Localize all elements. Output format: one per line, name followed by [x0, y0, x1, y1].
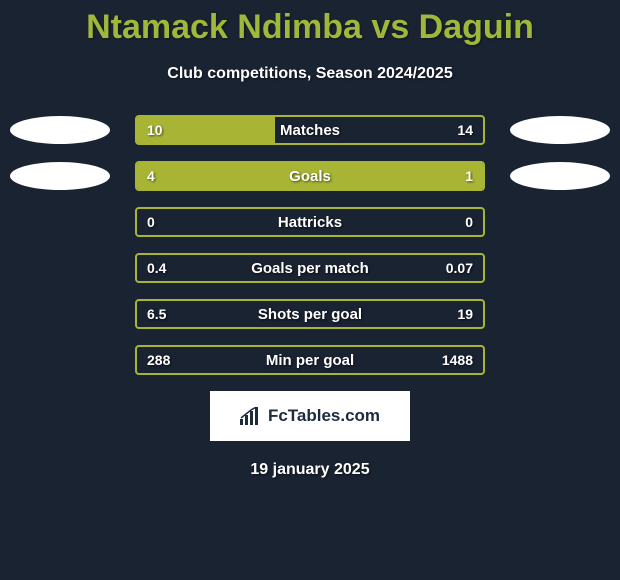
stat-value-right: 1488: [442, 347, 473, 373]
stat-value-left: 288: [147, 347, 170, 373]
stat-bar-track: 1014Matches: [135, 115, 485, 145]
comparison-subtitle: Club competitions, Season 2024/2025: [0, 65, 620, 83]
player-avatar-right: [510, 162, 610, 190]
stat-bar-right-fill: [400, 163, 483, 189]
stat-row: 6.5 19Shots per goal: [0, 299, 620, 329]
player-avatar-left: [10, 162, 110, 190]
stat-value-left: 0.4: [147, 255, 166, 281]
stat-row: 288 1488Min per goal: [0, 345, 620, 375]
stat-bar-track: 0.4 0.07Goals per match: [135, 253, 485, 283]
comparison-chart: 1014Matches 41Goals 0 0Hattricks 0.4 0.07Goal…: [0, 115, 620, 375]
stat-bar-track: 41Goals: [135, 161, 485, 191]
player-avatar-left: [10, 116, 110, 144]
stat-value-right: 14: [457, 117, 473, 143]
stat-bar-track: 6.5 19Shots per goal: [135, 299, 485, 329]
player-avatar-right: [510, 116, 610, 144]
stat-label: Shots per goal: [137, 301, 483, 327]
stat-value-right: 19: [457, 301, 473, 327]
stat-bar-left-fill: [137, 163, 400, 189]
stat-label: Hattricks: [137, 209, 483, 235]
stat-bar-track: 0 0Hattricks: [135, 207, 485, 237]
comparison-title: Ntamack Ndimba vs Daguin: [0, 0, 620, 47]
stat-row: 0 0Hattricks: [0, 207, 620, 237]
branding-badge: FcTables.com: [210, 391, 410, 441]
stat-bar-left-fill: [137, 117, 275, 143]
stat-label: Min per goal: [137, 347, 483, 373]
stat-value-left: 0: [147, 209, 155, 235]
stat-bar-track: 288 1488Min per goal: [135, 345, 485, 375]
stat-value-left: 6.5: [147, 301, 166, 327]
stat-row: 1014Matches: [0, 115, 620, 145]
stat-value-right: 0: [465, 209, 473, 235]
stat-row: 0.4 0.07Goals per match: [0, 253, 620, 283]
stat-label: Goals per match: [137, 255, 483, 281]
stat-row: 41Goals: [0, 161, 620, 191]
chart-icon: [240, 407, 262, 425]
snapshot-date: 19 january 2025: [0, 461, 620, 479]
stat-value-right: 0.07: [446, 255, 473, 281]
branding-text: FcTables.com: [268, 406, 380, 426]
